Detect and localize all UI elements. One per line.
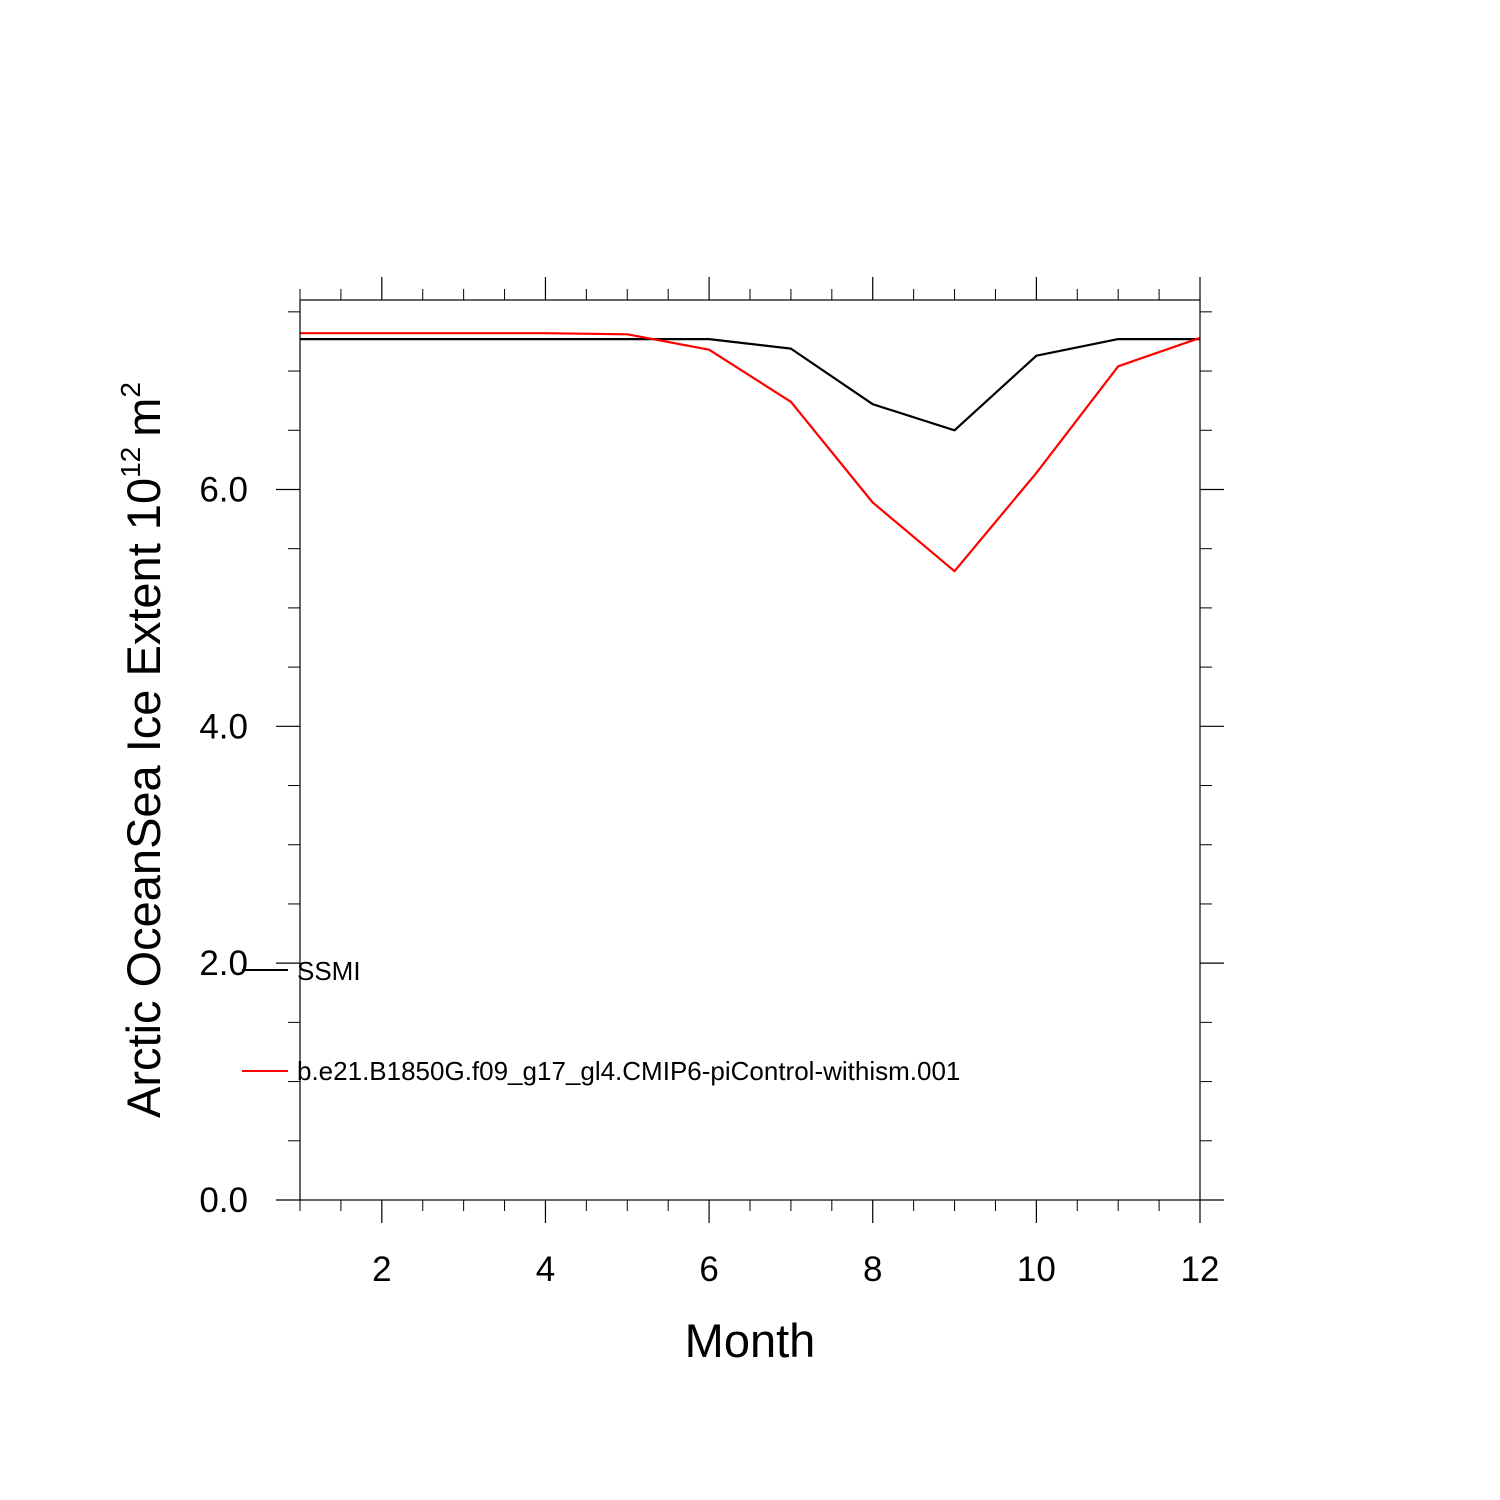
y-axis-title-unit: m <box>117 398 170 437</box>
legend-label-model: b.e21.B1850G.f09_g17_gl4.CMIP6-piControl… <box>297 1056 960 1086</box>
series-line-model <box>300 332 1201 573</box>
y-tick-label: 4.0 <box>199 707 248 746</box>
series-line-ssmi <box>300 338 1200 432</box>
y-tick-labels: 0.0 2.0 4.0 6.0 <box>199 470 248 1220</box>
x-tick-label: 6 <box>699 1250 718 1289</box>
y-tick-label: 0.0 <box>199 1181 248 1220</box>
x-tick-labels: 2 4 6 8 10 12 <box>372 1250 1219 1289</box>
y-axis-title-unit-exponent: 2 <box>115 382 146 398</box>
y-axis-title-exponent: 12 <box>115 447 146 478</box>
legend-label-ssmi: SSMI <box>297 956 361 986</box>
x-tick-label: 10 <box>1017 1250 1056 1289</box>
y-axis-title: Arctic OceanSea Ice Extent 1012 m2 <box>115 382 170 1118</box>
legend: SSMI b.e21.B1850G.f09_g17_gl4.CMIP6-piCo… <box>242 956 960 1086</box>
series-lines <box>300 332 1201 573</box>
x-tick-label: 2 <box>372 1250 391 1289</box>
plot-frame <box>299 299 1201 1201</box>
y-tick-label: 6.0 <box>199 470 248 509</box>
y-tick-label: 2.0 <box>199 944 248 983</box>
x-tick-label: 12 <box>1181 1250 1220 1289</box>
x-tick-label: 4 <box>536 1250 555 1289</box>
y-axis-title-prefix: Arctic OceanSea Ice Extent 10 <box>117 478 170 1118</box>
x-axis-title: Month <box>685 1314 816 1367</box>
x-tick-label: 8 <box>863 1250 882 1289</box>
axis-ticks <box>276 277 1224 1223</box>
